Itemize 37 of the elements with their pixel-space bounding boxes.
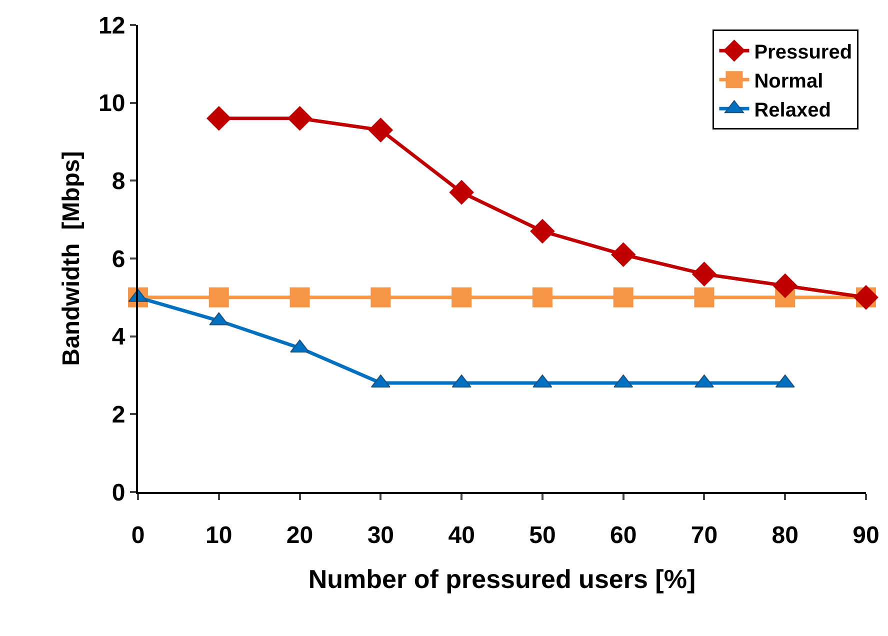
point xyxy=(611,242,636,267)
point xyxy=(449,180,474,205)
y-axis-title: Bandwidth [Mbps] xyxy=(58,151,86,366)
y-tick-label: 10 xyxy=(98,90,126,118)
point xyxy=(206,106,232,131)
x-tick-label: 40 xyxy=(448,522,475,549)
x-tick-label: 10 xyxy=(206,522,232,549)
legend-label: Pressured xyxy=(754,41,852,64)
x-tick-label: 70 xyxy=(690,522,718,549)
y-tick-label: 6 xyxy=(112,246,126,273)
legend-label: Normal xyxy=(754,70,824,92)
point xyxy=(288,106,312,131)
point xyxy=(694,287,714,308)
point xyxy=(290,287,310,308)
x-axis-title: Number of pressured users [%] xyxy=(308,564,696,594)
x-tick-label: 20 xyxy=(286,522,314,549)
point xyxy=(208,287,229,308)
y-tick-label: 8 xyxy=(112,168,126,196)
x-tick-label: 80 xyxy=(772,522,798,549)
x-tick-label: 30 xyxy=(367,522,394,549)
point xyxy=(530,219,555,244)
point xyxy=(772,274,798,298)
point xyxy=(370,287,391,308)
x-tick-label: 50 xyxy=(529,522,556,549)
point xyxy=(692,262,716,286)
y-tick-label: 2 xyxy=(112,402,126,429)
point xyxy=(613,287,634,308)
x-tick-label: 90 xyxy=(852,522,880,549)
x-tick-label: 60 xyxy=(610,522,637,549)
y-tick-label: 12 xyxy=(98,12,126,40)
point xyxy=(532,287,552,308)
point xyxy=(368,118,393,142)
y-tick-label: 0 xyxy=(112,479,126,506)
legend-label: Relaxed xyxy=(754,99,831,122)
y-tick-label: 4 xyxy=(112,324,126,351)
x-tick-label: 0 xyxy=(131,522,145,549)
point xyxy=(452,287,472,308)
